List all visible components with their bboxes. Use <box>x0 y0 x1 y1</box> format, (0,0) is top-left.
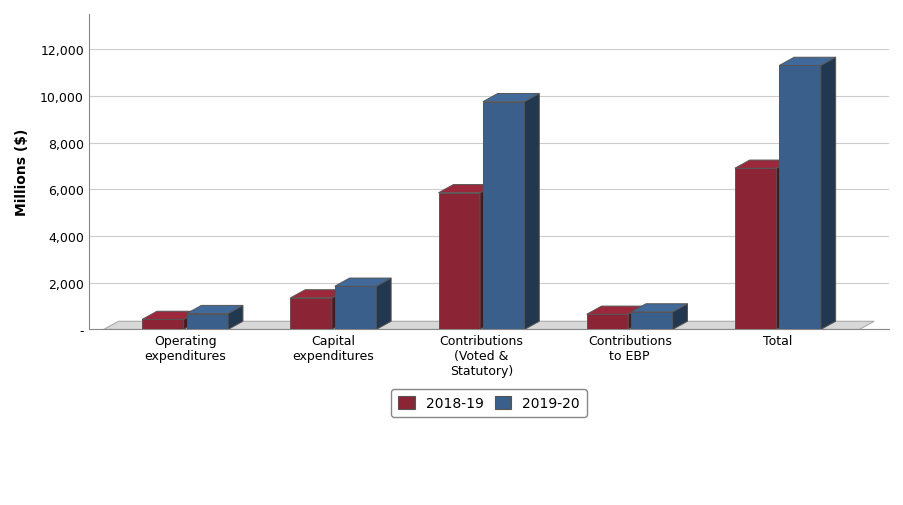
Polygon shape <box>734 161 790 169</box>
Polygon shape <box>672 304 686 330</box>
Polygon shape <box>142 312 199 320</box>
Polygon shape <box>479 185 494 330</box>
Polygon shape <box>630 304 686 312</box>
Polygon shape <box>334 287 376 330</box>
Polygon shape <box>186 314 228 330</box>
Polygon shape <box>734 169 776 330</box>
Polygon shape <box>630 312 672 330</box>
Polygon shape <box>524 94 539 330</box>
Polygon shape <box>104 322 873 330</box>
Polygon shape <box>376 278 391 330</box>
Polygon shape <box>628 307 642 330</box>
Polygon shape <box>586 307 642 315</box>
Legend: 2018-19, 2019-20: 2018-19, 2019-20 <box>390 389 586 417</box>
Polygon shape <box>183 312 199 330</box>
Polygon shape <box>776 161 790 330</box>
Polygon shape <box>778 58 834 66</box>
Polygon shape <box>586 315 628 330</box>
Polygon shape <box>482 103 524 330</box>
Polygon shape <box>482 94 539 103</box>
Polygon shape <box>228 306 243 330</box>
Y-axis label: Millions ($): Millions ($) <box>15 129 29 216</box>
Polygon shape <box>331 290 346 330</box>
Polygon shape <box>290 298 331 330</box>
Polygon shape <box>438 185 494 193</box>
Polygon shape <box>142 320 183 330</box>
Polygon shape <box>334 278 391 287</box>
Polygon shape <box>186 306 243 314</box>
Polygon shape <box>820 58 834 330</box>
Polygon shape <box>778 66 820 330</box>
Polygon shape <box>438 193 479 330</box>
Polygon shape <box>290 290 346 298</box>
